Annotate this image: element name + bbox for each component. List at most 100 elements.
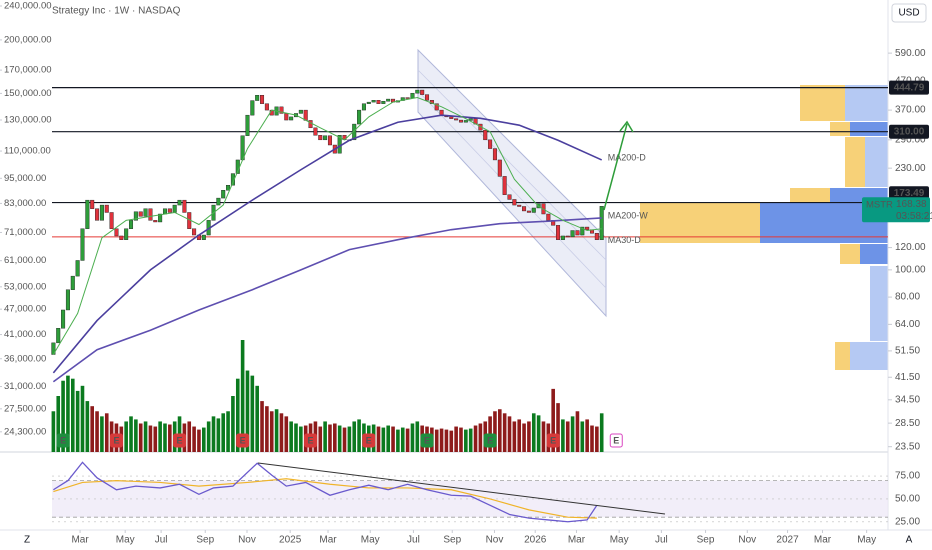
x-tick-label: Jul <box>155 535 168 546</box>
volume-bar <box>192 426 196 452</box>
volume-bar <box>502 413 507 452</box>
currency-label[interactable]: USD <box>898 8 919 19</box>
candle-body <box>303 109 308 121</box>
candle-body <box>560 235 565 240</box>
x-tick-label: Mar <box>71 535 89 546</box>
candle-body <box>153 220 158 223</box>
volume-bar <box>245 370 250 452</box>
candle-body <box>264 103 269 111</box>
y2-tick-label: 31,000.00 <box>4 381 46 392</box>
earnings-label: E <box>366 435 372 445</box>
candle-body <box>599 206 604 240</box>
earnings-marker <box>109 433 123 448</box>
earnings-marker <box>483 433 497 448</box>
candle-body <box>289 116 294 121</box>
candle-body <box>517 204 522 207</box>
scale-button[interactable]: Z <box>24 535 30 546</box>
volume-bar <box>299 426 303 452</box>
volume-bar <box>231 396 235 452</box>
x-tick-label: Jul <box>407 535 420 546</box>
volume-bar <box>517 419 522 452</box>
volume-bar <box>197 429 201 452</box>
volume-bar <box>240 340 245 452</box>
x-tick-label: May <box>361 535 380 546</box>
candle-body <box>526 210 531 213</box>
candle-body <box>109 212 114 229</box>
candle-body <box>361 103 366 111</box>
arrow-head <box>619 120 634 133</box>
candle-body <box>415 89 420 94</box>
candle-body <box>570 230 575 238</box>
volume-bar <box>129 416 133 452</box>
x-tick-label: Mar <box>814 535 832 546</box>
profile-bar <box>790 188 830 202</box>
x-tick-label: Sep <box>196 535 214 546</box>
volume-bar <box>454 426 458 452</box>
volume-bar <box>439 428 444 452</box>
volume-bar <box>70 378 75 452</box>
candle-body <box>371 100 376 103</box>
volume-bar <box>498 409 502 452</box>
chart-title: Strategy Inc · 1W · NASDAQ <box>52 6 181 17</box>
volume-bar <box>284 416 289 452</box>
candle-body <box>90 199 95 209</box>
volume-bar <box>187 421 192 452</box>
earnings-marker <box>609 433 623 448</box>
x-tick-label: May <box>116 535 135 546</box>
volume-bar <box>202 427 206 452</box>
y-tick-label: 290.00 <box>895 134 926 145</box>
volume-bar <box>100 416 104 452</box>
candle-body <box>162 208 167 215</box>
volume-bar <box>143 421 148 452</box>
volume-bar <box>381 427 386 452</box>
volume-bar <box>66 375 70 452</box>
candle-body <box>158 213 163 223</box>
rsi-tick-label: 75.00 <box>895 471 920 482</box>
volume-bar <box>405 428 410 452</box>
last-price-badge <box>862 197 930 223</box>
y-tick-label: 80.00 <box>895 292 920 303</box>
volume-bar <box>80 385 85 452</box>
earnings-marker <box>236 433 250 448</box>
volume-bar <box>391 426 395 452</box>
y2-tick-label: 41,000.00 <box>4 329 46 340</box>
volume-bar <box>410 423 415 452</box>
candle-body <box>95 208 100 221</box>
candle-body <box>284 113 289 121</box>
volume-bar <box>104 413 109 452</box>
y-tick-label: 34.50 <box>895 394 920 405</box>
volume-bar <box>556 403 560 452</box>
volume-profile <box>640 85 888 370</box>
candle-body <box>148 208 153 221</box>
volume-bar <box>235 378 240 452</box>
y2-tick-label: 170,000.00 <box>4 65 52 76</box>
level-badge <box>889 80 929 95</box>
x-tick-label: Sep <box>443 535 461 546</box>
candle-body <box>114 228 119 237</box>
volume-bar <box>294 423 298 452</box>
scale-button[interactable]: A <box>906 535 913 546</box>
volume-bar <box>255 385 259 452</box>
y2-tick-label: 83,000.00 <box>4 198 46 209</box>
y2-tick-label: 47,000.00 <box>4 304 46 315</box>
candle-body <box>143 208 148 217</box>
candle-body <box>75 260 80 277</box>
candle-body <box>226 185 231 191</box>
candle-body <box>410 92 415 99</box>
earnings-marker <box>56 433 70 448</box>
x-tick-label: 2027 <box>776 535 799 546</box>
volume-bar <box>347 426 352 452</box>
volume-bar <box>124 421 128 452</box>
volume-bar <box>585 419 589 452</box>
volume-bar <box>575 411 580 452</box>
y2-tick-label: 200,000.00 <box>4 34 52 45</box>
candle-body <box>172 204 177 213</box>
earnings-marker <box>420 433 434 448</box>
candle-body <box>531 207 536 213</box>
volume-bar <box>507 416 512 452</box>
y2-tick-label: 27,500.00 <box>4 403 46 414</box>
candle-body <box>381 100 386 104</box>
currency-button[interactable] <box>891 3 927 23</box>
volume-bar <box>531 413 536 452</box>
